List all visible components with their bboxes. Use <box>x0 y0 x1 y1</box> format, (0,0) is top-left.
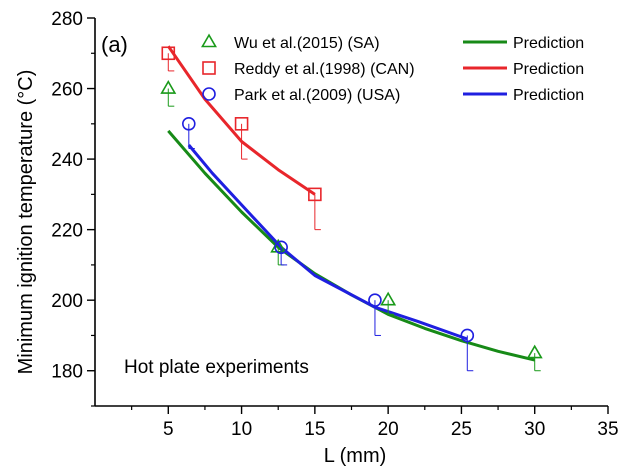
data-point-square <box>161 46 176 61</box>
data-point-triangle <box>160 80 177 94</box>
legend-label: Reddy et al.(1998) (CAN) <box>234 61 415 78</box>
experiment-points <box>160 46 543 372</box>
y-tick-label: 260 <box>51 80 83 101</box>
prediction-curve-3 <box>187 144 468 341</box>
x-axis-label: L (mm) <box>324 445 387 467</box>
prediction-curve-1 <box>167 129 536 362</box>
y-tick-label: 200 <box>51 291 83 312</box>
legend-label: Park et al.(2009) (USA) <box>234 87 400 104</box>
legend-marker-square <box>202 61 216 75</box>
legend-label: Prediction <box>513 35 584 52</box>
x-tick-label: 25 <box>451 419 472 440</box>
x-tick-label: 20 <box>378 419 399 440</box>
x-tick-label: 30 <box>524 419 545 440</box>
y-tick-label: 220 <box>51 221 83 242</box>
x-tick-label: 10 <box>231 419 252 440</box>
x-tick-label: 15 <box>304 419 325 440</box>
data-point-circle <box>460 328 475 343</box>
data-point-circle <box>368 293 382 307</box>
data-point-square <box>234 117 249 131</box>
y-tick-label: 280 <box>51 9 83 30</box>
annotation: Hot plate experiments <box>124 357 309 378</box>
data-point-circle <box>182 117 196 131</box>
legend-marker-circle <box>202 87 216 101</box>
legend: Wu et al.(2015) (SA) Reddy et al.(1998) (… <box>201 33 584 104</box>
data-point-square <box>308 187 322 202</box>
y-tick-label: 240 <box>51 150 83 171</box>
legend-label: Prediction <box>513 61 584 78</box>
axes: 5 10 15 20 25 30 35 180 200 220 240 260 280 <box>51 9 618 440</box>
legend-label: Wu et al.(2015) (SA) <box>234 35 380 52</box>
x-tick-label: 5 <box>163 419 174 440</box>
panel-label: (a) <box>101 32 128 57</box>
legend-label: Prediction <box>513 87 584 104</box>
data-point-circle <box>274 240 288 255</box>
data-point-triangle <box>526 344 543 359</box>
x-tick-label: 35 <box>597 419 618 440</box>
y-axis-label: Minimum ignition temperature (°C) <box>15 70 37 375</box>
data-point-triangle <box>380 291 397 306</box>
legend-marker-triangle <box>201 33 217 48</box>
y-tick-label: 180 <box>51 362 83 383</box>
